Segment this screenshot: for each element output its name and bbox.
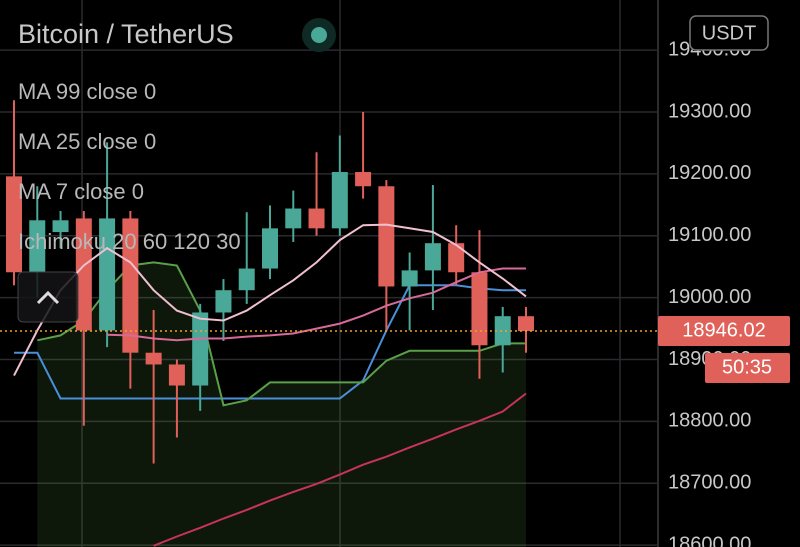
legend-entry: MA 7 close 0: [18, 179, 144, 204]
candle-body: [401, 270, 418, 287]
cloud-area: [37, 262, 527, 547]
candle-body: [378, 186, 395, 287]
candle-body: [145, 352, 162, 365]
y-tick-label: 19000.00: [668, 286, 751, 308]
candle-body: [355, 172, 372, 187]
ma-line: [13, 223, 527, 377]
ma-line: [107, 267, 526, 342]
candle-body: [75, 218, 92, 331]
y-tick-label: 19300.00: [668, 100, 751, 122]
quote-button[interactable]: [689, 15, 769, 51]
candle-body: [494, 316, 511, 346]
y-tick-label: 19200.00: [668, 162, 751, 184]
candle-body: [262, 228, 278, 269]
candle-body: [518, 316, 534, 332]
chart-title: Bitcoin / TetherUS: [18, 19, 234, 49]
status-dot: [311, 27, 327, 43]
y-tick-label: 18800.00: [668, 410, 751, 432]
countdown-label: 50:35: [722, 356, 772, 378]
candle-body: [29, 220, 46, 273]
y-tick-label: 18600.00: [668, 533, 751, 547]
candle-body: [6, 176, 22, 273]
legend-entry: MA 25 close 0: [18, 129, 156, 154]
plot: [0, 100, 658, 547]
countdown-box: [705, 353, 790, 384]
ma-line: [153, 392, 527, 547]
candle-body: [168, 364, 185, 386]
collapse-button[interactable]: [17, 271, 79, 323]
y-tick-label: 18700.00: [668, 472, 751, 494]
candle-body: [122, 218, 139, 353]
candle-body: [471, 272, 488, 346]
candle-body: [308, 208, 325, 229]
last-price-box: [658, 316, 790, 347]
chevron-icon: [36, 290, 60, 305]
candle-body: [215, 290, 232, 313]
candle-body: [424, 243, 441, 271]
ichimoku-line: [14, 284, 526, 400]
candle-body: [331, 172, 348, 229]
legend-entry: Ichimoku 20 60 120 30: [18, 229, 241, 254]
candle-body: [99, 218, 116, 331]
last-price-label: 18946.02: [682, 319, 765, 341]
candle-body: [238, 268, 255, 291]
ichimoku-line: [37, 261, 526, 407]
y-tick-label: 19100.00: [668, 224, 751, 246]
legend-entry: MA 99 close 0: [18, 79, 156, 104]
quote-button-label: USDT: [702, 22, 756, 44]
overlay: Bitcoin / TetherUS MA 99 close 0 MA 25 cl…: [17, 15, 790, 384]
candle-body: [285, 208, 302, 229]
legend: MA 99 close 0 MA 25 close 0 MA 7 close 0 Ic…: [18, 79, 241, 254]
candle-body: [52, 220, 69, 233]
candle-body: [448, 243, 465, 273]
candle-body: [192, 312, 209, 386]
